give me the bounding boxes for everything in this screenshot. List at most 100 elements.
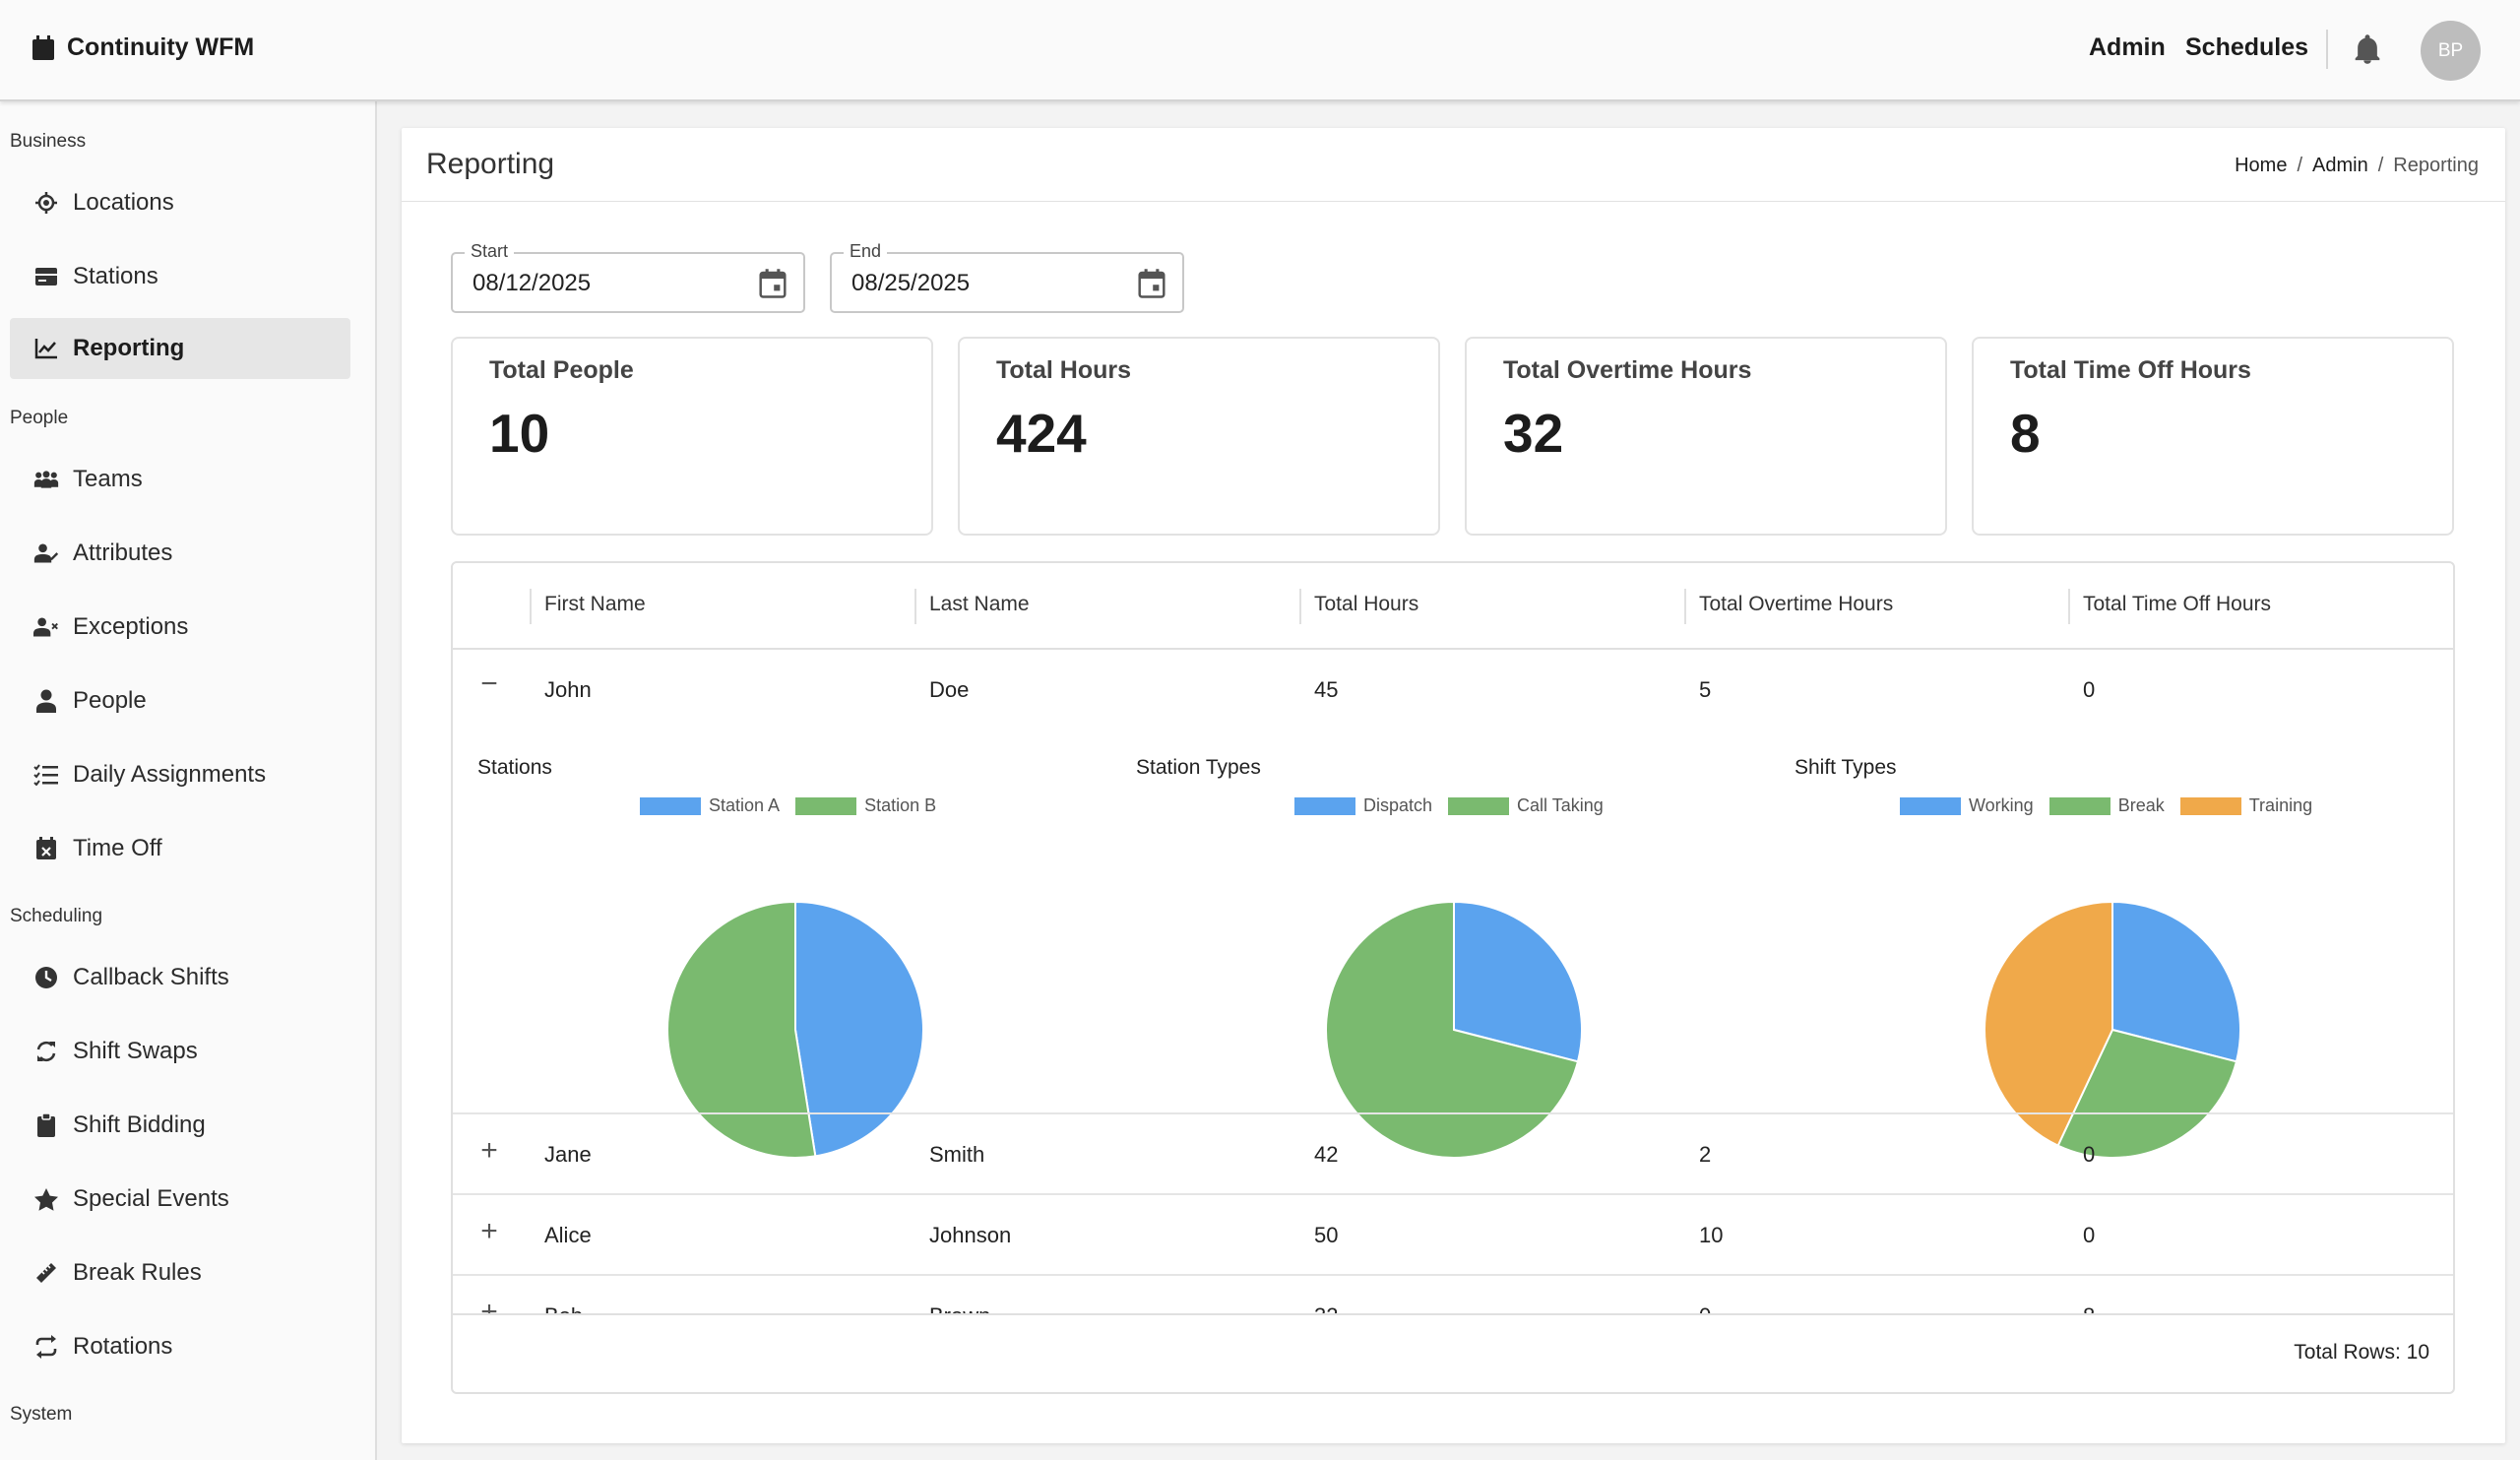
pie-slice-station-a[interactable] bbox=[794, 900, 924, 1158]
legend-item[interactable]: Dispatch bbox=[1294, 795, 1432, 816]
breadcrumb-home[interactable]: Home bbox=[2235, 155, 2288, 176]
stat-value: 424 bbox=[996, 403, 1087, 464]
legend-item[interactable]: Station A bbox=[640, 795, 780, 816]
chart-title-stations: Stations bbox=[477, 756, 552, 779]
sidebar-item-special-events[interactable]: Special Events bbox=[10, 1169, 350, 1230]
sidebar-item-time-off[interactable]: Time Off bbox=[10, 818, 350, 879]
pie-slice-break[interactable] bbox=[2056, 1028, 2238, 1159]
column-separator bbox=[2068, 589, 2070, 624]
stat-title: Total Hours bbox=[996, 356, 1132, 384]
collapse-row-button[interactable]: − bbox=[480, 667, 498, 700]
pie-slice-training[interactable] bbox=[1984, 900, 2113, 1147]
sidebar-item-rotations[interactable]: Rotations bbox=[10, 1316, 350, 1377]
location-icon bbox=[33, 190, 59, 216]
sidebar-item-shift-swaps[interactable]: Shift Swaps bbox=[10, 1021, 350, 1082]
stat-title: Total People bbox=[489, 356, 634, 384]
legend-label: Break bbox=[2117, 795, 2165, 815]
legend-label: Station B bbox=[864, 795, 937, 815]
sidebar-item-shift-bidding[interactable]: Shift Bidding bbox=[10, 1095, 350, 1156]
sidebar-item-stations[interactable]: Stations bbox=[10, 246, 350, 307]
sidebar-item-exceptions[interactable]: Exceptions bbox=[10, 597, 350, 658]
sidebar: Business Locations Stations Reporting Pe… bbox=[0, 101, 377, 1460]
column-header-first-name[interactable]: First Name bbox=[544, 593, 646, 615]
calendar-icon[interactable] bbox=[758, 268, 788, 299]
sidebar-item-callback-shifts[interactable]: Callback Shifts bbox=[10, 947, 350, 1008]
start-date-value[interactable]: 08/12/2025 bbox=[472, 270, 592, 296]
chart-title-shift-types: Shift Types bbox=[1795, 756, 1897, 779]
cell-total-hours: 32 bbox=[1314, 1303, 1338, 1313]
breadcrumb-admin[interactable]: Admin bbox=[2312, 155, 2368, 176]
table-row[interactable]: + Jane Smith 42 2 0 bbox=[453, 1114, 2453, 1193]
sidebar-item-locations[interactable]: Locations bbox=[10, 172, 350, 233]
cell-first-name: John bbox=[544, 677, 592, 702]
expand-row-button[interactable]: + bbox=[480, 1296, 498, 1313]
nav-admin[interactable]: Admin bbox=[2089, 33, 2166, 61]
sidebar-item-label: People bbox=[73, 687, 147, 714]
cell-total-time-off-hours: 0 bbox=[2083, 1223, 2096, 1247]
reporting-card bbox=[402, 128, 2505, 1443]
app-title: Continuity WFM bbox=[67, 33, 255, 61]
chart-legend-stations: Station A Station B bbox=[640, 795, 936, 816]
sidebar-section-system: System bbox=[10, 1404, 73, 1425]
topbar-divider bbox=[2326, 30, 2328, 69]
teams-icon bbox=[33, 467, 59, 492]
expand-row-button[interactable]: + bbox=[480, 1215, 498, 1247]
start-date-field[interactable]: Start 08/12/2025 bbox=[451, 241, 805, 313]
sidebar-item-break-rules[interactable]: Break Rules bbox=[10, 1242, 350, 1303]
checklist-icon bbox=[33, 762, 59, 788]
end-date-field[interactable]: End 08/25/2025 bbox=[830, 241, 1184, 313]
pie-slice-dispatch[interactable] bbox=[1453, 900, 1583, 1063]
end-date-value[interactable]: 08/25/2025 bbox=[851, 270, 971, 296]
pie-slice-call-taking[interactable] bbox=[1325, 900, 1580, 1159]
notifications-bell-icon[interactable] bbox=[2353, 33, 2382, 65]
table-footer-divider bbox=[453, 1313, 2453, 1315]
column-header-total-overtime-hours[interactable]: Total Overtime Hours bbox=[1699, 593, 1894, 615]
legend-item[interactable]: Working bbox=[1900, 795, 2034, 816]
stat-card-total-people: Total People 10 bbox=[451, 337, 933, 536]
pie-chart-stations bbox=[665, 900, 924, 1159]
sidebar-item-teams[interactable]: Teams bbox=[10, 449, 350, 510]
row-divider bbox=[453, 1112, 2453, 1114]
table-row[interactable]: + Bob Brown 32 0 8 bbox=[453, 1276, 2453, 1313]
column-header-total-hours[interactable]: Total Hours bbox=[1314, 593, 1419, 615]
legend-item[interactable]: Break bbox=[2048, 795, 2165, 816]
chart-legend-station-types: Dispatch Call Taking bbox=[1294, 795, 1604, 816]
pie-slice-station-b[interactable] bbox=[665, 900, 817, 1159]
stat-card-total-hours: Total Hours 424 bbox=[958, 337, 1440, 536]
cell-total-overtime-hours: 0 bbox=[1699, 1303, 1711, 1313]
sidebar-item-label: Stations bbox=[73, 263, 158, 289]
sidebar-item-people[interactable]: People bbox=[10, 670, 350, 731]
row-divider bbox=[453, 1193, 2453, 1195]
sidebar-item-reporting[interactable]: Reporting bbox=[10, 318, 350, 379]
column-separator bbox=[1299, 589, 1301, 624]
expand-row-button[interactable]: + bbox=[480, 1134, 498, 1167]
cell-first-name: Bob bbox=[544, 1303, 583, 1313]
chart-title-station-types: Station Types bbox=[1136, 756, 1261, 779]
start-date-label: Start bbox=[465, 241, 515, 262]
top-app-bar: Continuity WFM Admin Schedules BP bbox=[0, 0, 2520, 101]
exceptions-icon bbox=[33, 614, 59, 640]
row-divider bbox=[453, 1274, 2453, 1276]
legend-item[interactable]: Station B bbox=[795, 795, 936, 816]
column-header-total-time-off-hours[interactable]: Total Time Off Hours bbox=[2083, 593, 2272, 615]
cell-last-name: Smith bbox=[929, 1142, 985, 1167]
sidebar-item-label: Exceptions bbox=[73, 613, 189, 640]
table-header: First Name Last Name Total Hours Total O… bbox=[453, 563, 2453, 650]
stat-value: 10 bbox=[489, 403, 550, 464]
calendar-x-icon bbox=[33, 836, 59, 861]
legend-item[interactable]: Call Taking bbox=[1448, 795, 1604, 816]
column-header-last-name[interactable]: Last Name bbox=[929, 593, 1030, 615]
app-brand[interactable]: Continuity WFM bbox=[32, 33, 254, 62]
user-avatar[interactable]: BP bbox=[2421, 21, 2481, 81]
sidebar-item-label: Shift Swaps bbox=[73, 1038, 198, 1064]
table-row[interactable]: − John Doe 45 5 0 Stations Station A Sta… bbox=[453, 650, 2453, 1159]
table-row[interactable]: + Alice Johnson 50 10 0 bbox=[453, 1195, 2453, 1274]
sidebar-item-daily-assignments[interactable]: Daily Assignments bbox=[10, 744, 350, 805]
pie-slice-working[interactable] bbox=[2111, 900, 2241, 1063]
sidebar-item-label: Rotations bbox=[73, 1333, 173, 1360]
breadcrumb-separator: / bbox=[2297, 155, 2303, 176]
sidebar-item-attributes[interactable]: Attributes bbox=[10, 523, 350, 584]
calendar-icon[interactable] bbox=[1137, 268, 1166, 299]
nav-schedules[interactable]: Schedules bbox=[2185, 33, 2309, 61]
legend-item[interactable]: Training bbox=[2179, 795, 2312, 816]
